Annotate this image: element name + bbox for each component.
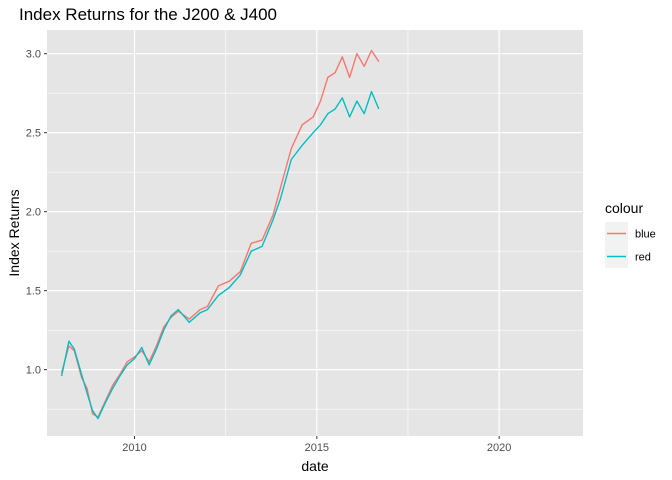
y-tick-label: 3.0 <box>26 49 41 61</box>
plot-panel <box>47 30 583 436</box>
y-tick-label: 1.0 <box>26 365 41 377</box>
minor-gridlines <box>47 30 583 436</box>
y-tick-label: 2.5 <box>26 128 41 140</box>
y-tick-label: 2.0 <box>26 207 41 219</box>
x-tick-label: 2010 <box>122 442 146 454</box>
x-axis-title: date <box>301 458 328 474</box>
x-tick-label: 2015 <box>305 442 329 454</box>
x-tick-label: 2020 <box>487 442 511 454</box>
y-tick-label: 1.5 <box>26 286 41 298</box>
x-axis: 2010 2015 2020 <box>122 436 511 454</box>
y-axis: 1.0 1.5 2.0 2.5 3.0 <box>26 49 47 377</box>
y-axis-title: Index Returns <box>6 189 22 276</box>
chart-title: Index Returns for the J200 & J400 <box>19 5 277 24</box>
legend-label-blue: blue <box>635 229 656 241</box>
legend-label-red: red <box>635 252 651 264</box>
series-lines <box>60 49 380 420</box>
series-line-red <box>60 90 380 420</box>
legend: colour blue red <box>605 200 656 268</box>
major-gridlines <box>47 30 583 436</box>
legend-title: colour <box>605 200 643 216</box>
